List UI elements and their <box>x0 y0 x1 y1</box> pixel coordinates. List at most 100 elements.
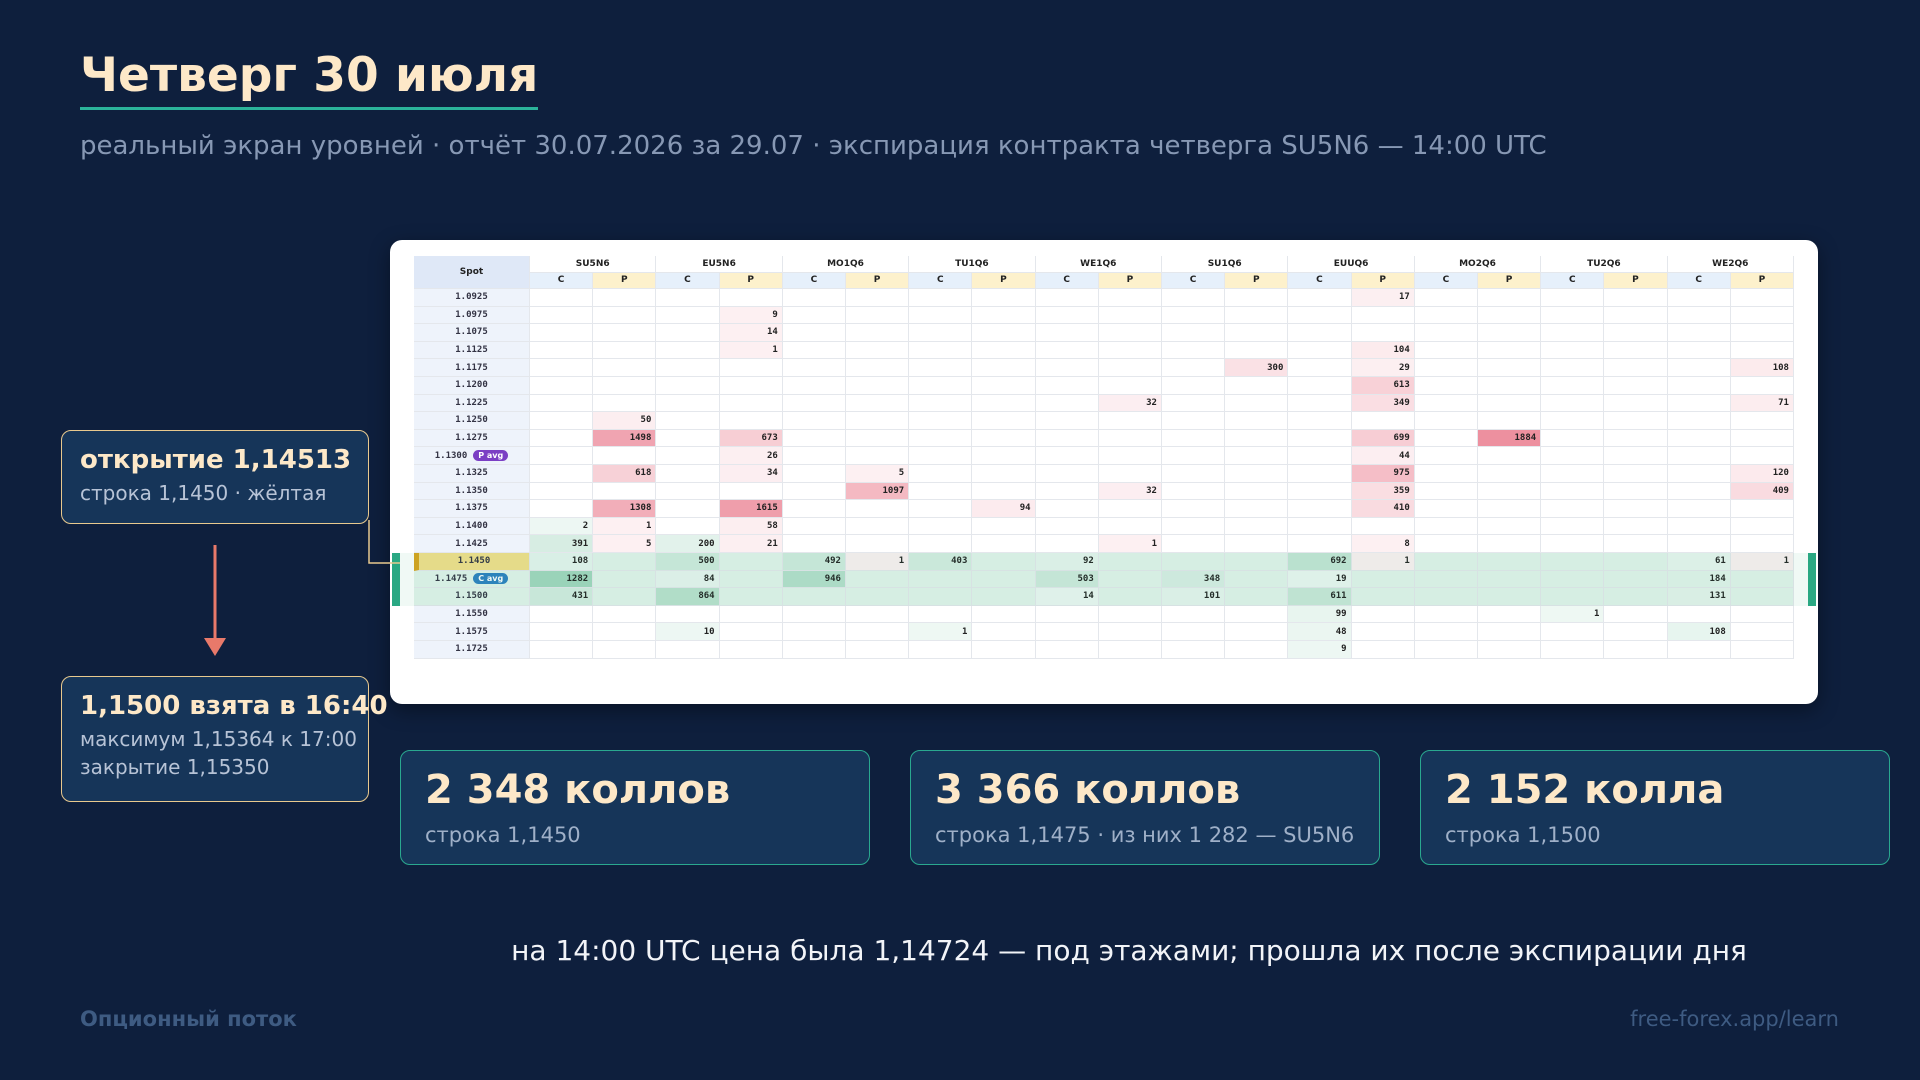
stat-value: 2 152 колла <box>1445 767 1725 813</box>
call-cell <box>1288 535 1352 553</box>
put-cell <box>1604 641 1668 659</box>
put-cell: 1498 <box>593 429 657 448</box>
call-cell <box>1667 306 1731 325</box>
put-cell <box>1225 394 1289 413</box>
call-cell <box>1162 412 1226 430</box>
put-cell <box>1098 447 1162 465</box>
call-cell <box>1162 623 1226 641</box>
put-cell <box>593 570 657 589</box>
side-header: C <box>1162 272 1226 289</box>
put-cell <box>593 306 657 325</box>
put-cell: 32 <box>1098 394 1162 413</box>
spot-label: 1.1400 <box>455 521 488 532</box>
call-cell <box>1667 641 1731 659</box>
call-cell <box>1035 465 1099 483</box>
put-cell <box>846 394 910 413</box>
call-cell <box>1035 535 1099 553</box>
call-cell <box>1667 324 1731 342</box>
put-cell: 1 <box>719 341 783 360</box>
call-cell <box>909 394 973 413</box>
call-cell <box>1541 553 1605 571</box>
put-cell <box>1098 306 1162 325</box>
side-header: C <box>909 272 973 289</box>
side-header: P <box>1730 272 1794 289</box>
call-cell <box>1288 306 1352 325</box>
call-cell <box>1541 570 1605 589</box>
call-cell: 503 <box>1035 570 1099 589</box>
call-cell: 99 <box>1288 605 1352 624</box>
column-header: SU1Q6 <box>1162 256 1289 273</box>
put-cell <box>972 465 1036 483</box>
put-cell <box>1351 412 1415 430</box>
call-cell <box>909 289 973 307</box>
call-cell <box>782 465 846 483</box>
call-cell <box>1414 359 1478 377</box>
put-cell <box>719 289 783 307</box>
side-header: C <box>1414 272 1478 289</box>
column-header: WE1Q6 <box>1035 256 1162 273</box>
call-cell <box>782 535 846 553</box>
put-cell <box>593 588 657 606</box>
call-cell <box>1162 377 1226 395</box>
call-cell: 84 <box>656 570 720 589</box>
put-cell <box>972 289 1036 307</box>
put-cell <box>1730 500 1794 518</box>
call-cell <box>530 341 594 360</box>
put-cell <box>1730 588 1794 606</box>
call-cell <box>1288 500 1352 518</box>
spot-label: 1.1725 <box>455 644 488 655</box>
side-header: P <box>1604 272 1668 289</box>
put-cell <box>846 359 910 377</box>
put-cell <box>1225 605 1289 624</box>
call-cell <box>782 377 846 395</box>
call-cell <box>1541 306 1605 325</box>
call-cell <box>1035 289 1099 307</box>
call-cell <box>656 377 720 395</box>
call-cell <box>1035 306 1099 325</box>
call-cell <box>909 588 973 606</box>
stat-caption: строка 1,1450 <box>425 823 581 847</box>
put-cell: 17 <box>1351 289 1415 307</box>
put-cell: 1615 <box>719 500 783 518</box>
call-cell <box>1035 623 1099 641</box>
put-cell <box>1351 570 1415 589</box>
put-cell <box>593 394 657 413</box>
put-cell <box>1225 517 1289 536</box>
call-cell <box>782 588 846 606</box>
callout-line: строка 1,1450 · жёлтая <box>80 481 327 505</box>
put-cell <box>1225 570 1289 589</box>
spot-cell: 1.1725 <box>414 641 530 659</box>
call-cell: 864 <box>656 588 720 606</box>
arrow-head <box>204 638 226 656</box>
put-cell: 1884 <box>1478 429 1542 448</box>
put-cell <box>719 605 783 624</box>
call-cell <box>782 412 846 430</box>
put-cell <box>1351 641 1415 659</box>
call-cell <box>782 306 846 325</box>
call-cell <box>782 500 846 518</box>
call-cell: 108 <box>530 553 594 571</box>
call-cell <box>909 306 973 325</box>
put-cell <box>1478 553 1542 571</box>
callout-line: закрытие 1,15350 <box>80 755 270 779</box>
call-cell <box>909 570 973 589</box>
footer-url: free-forex.app/learn <box>1630 1007 1839 1031</box>
call-cell <box>909 605 973 624</box>
call-cell <box>656 641 720 659</box>
spot-label: 1.1225 <box>455 397 488 408</box>
put-cell <box>1478 289 1542 307</box>
call-cell: 946 <box>782 570 846 589</box>
call-cell <box>1035 605 1099 624</box>
put-cell <box>972 482 1036 501</box>
put-cell <box>1604 482 1668 501</box>
call-cell: 431 <box>530 588 594 606</box>
call-cell <box>1541 517 1605 536</box>
put-cell <box>846 289 910 307</box>
call-cell <box>1414 553 1478 571</box>
call-cell <box>1288 482 1352 501</box>
call-cell <box>1288 324 1352 342</box>
put-cell <box>593 377 657 395</box>
put-cell <box>1225 465 1289 483</box>
put-cell: 359 <box>1351 482 1415 501</box>
put-cell: 410 <box>1351 500 1415 518</box>
